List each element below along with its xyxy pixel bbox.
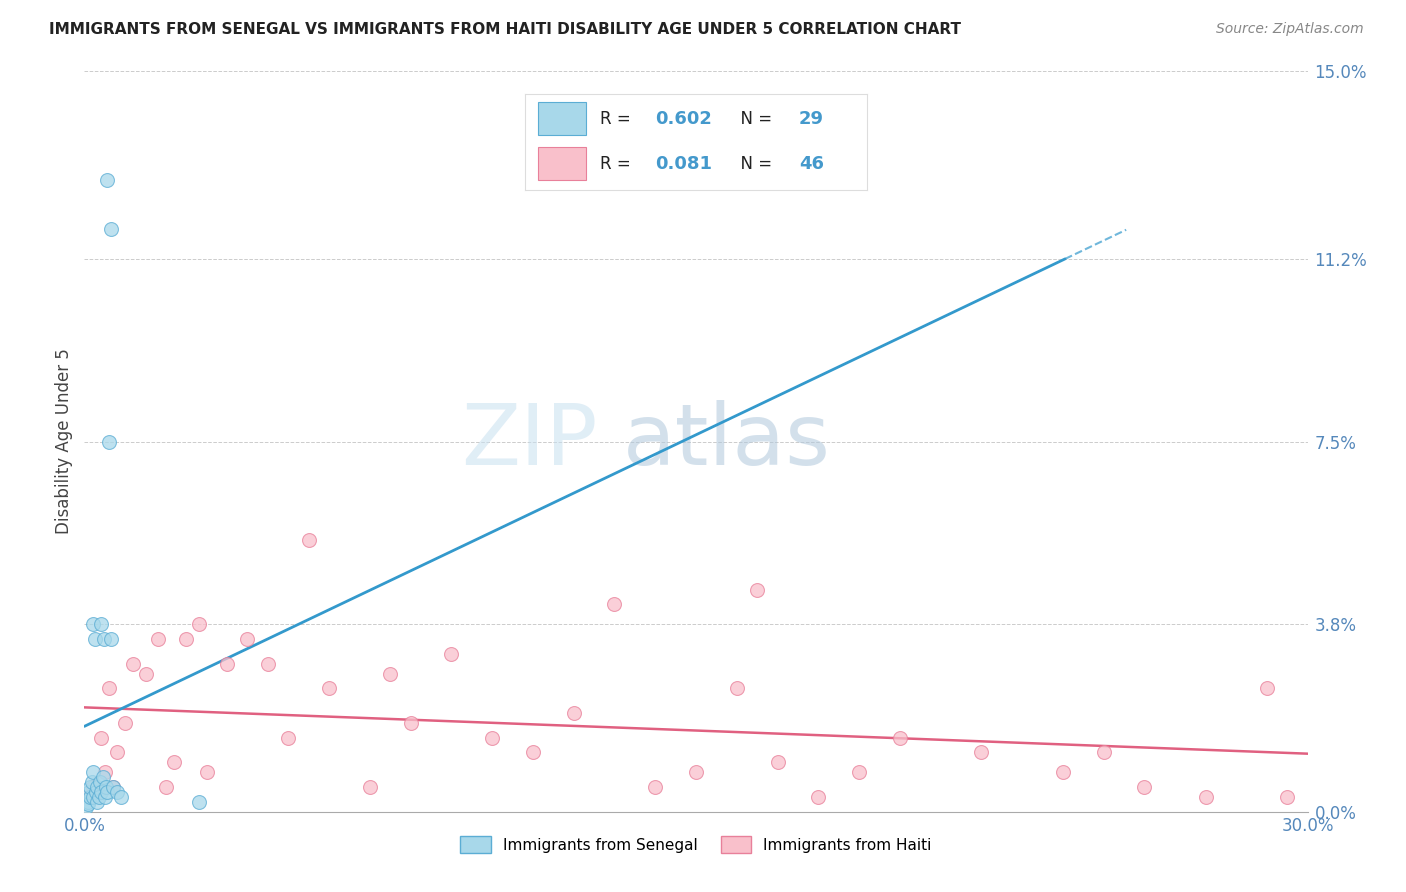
Point [79, 789, 101, 804]
Point [603, 598, 626, 612]
Point [77, 789, 100, 804]
Point [1133, 780, 1156, 794]
Point [100, 632, 122, 646]
Point [93, 789, 115, 804]
Point [86, 795, 108, 809]
Point [146, 632, 169, 646]
Point [163, 756, 186, 770]
Point [187, 617, 209, 632]
Point [236, 632, 259, 646]
Point [82, 765, 104, 780]
Point [217, 657, 239, 671]
Point [76, 795, 98, 809]
Point [93, 765, 115, 780]
Point [82, 789, 104, 804]
Point [91, 770, 114, 784]
Legend: Immigrants from Senegal, Immigrants from Haiti: Immigrants from Senegal, Immigrants from… [454, 830, 938, 860]
Point [644, 780, 666, 794]
Point [96, 785, 118, 799]
Y-axis label: Disability Age Under 5: Disability Age Under 5 [55, 349, 73, 534]
Point [84, 785, 107, 799]
Point [86, 780, 108, 794]
Point [766, 756, 789, 770]
Point [86, 785, 108, 799]
Point [187, 795, 209, 809]
Point [96, 173, 118, 187]
Point [75, 799, 97, 814]
Point [747, 582, 769, 597]
Point [94, 780, 117, 794]
Point [100, 222, 122, 236]
Text: Source: ZipAtlas.com: Source: ZipAtlas.com [1216, 22, 1364, 37]
Point [399, 715, 422, 730]
Point [87, 789, 110, 804]
Point [970, 746, 993, 760]
Point [522, 746, 544, 760]
Point [97, 681, 120, 696]
Point [110, 789, 132, 804]
Point [114, 715, 136, 730]
Point [725, 681, 748, 696]
Point [97, 434, 120, 449]
Point [80, 775, 103, 789]
Point [101, 780, 124, 794]
Point [82, 617, 104, 632]
Point [174, 632, 197, 646]
Point [298, 533, 321, 548]
Point [889, 731, 911, 745]
Point [685, 765, 707, 780]
Point [440, 647, 463, 661]
Point [481, 731, 503, 745]
Point [848, 765, 870, 780]
Point [90, 785, 112, 799]
Point [277, 731, 299, 745]
Point [83, 632, 105, 646]
Point [77, 797, 100, 812]
Text: ZIP: ZIP [461, 400, 598, 483]
Point [1092, 746, 1115, 760]
Point [90, 617, 112, 632]
Point [318, 681, 340, 696]
Point [257, 657, 280, 671]
Point [105, 785, 128, 799]
Point [1195, 789, 1218, 804]
Point [195, 765, 218, 780]
Point [1052, 765, 1074, 780]
Point [1256, 681, 1278, 696]
Point [807, 789, 830, 804]
Point [562, 706, 585, 720]
Point [93, 632, 115, 646]
Point [359, 780, 381, 794]
Point [105, 746, 128, 760]
Point [135, 666, 157, 681]
Point [90, 731, 112, 745]
Point [82, 780, 104, 794]
Point [79, 780, 101, 794]
Point [155, 780, 177, 794]
Point [122, 657, 145, 671]
Point [101, 780, 124, 794]
Point [89, 775, 111, 789]
Point [380, 666, 402, 681]
Point [1277, 789, 1299, 804]
Point [77, 785, 100, 799]
Text: IMMIGRANTS FROM SENEGAL VS IMMIGRANTS FROM HAITI DISABILITY AGE UNDER 5 CORRELAT: IMMIGRANTS FROM SENEGAL VS IMMIGRANTS FR… [49, 22, 962, 37]
Text: atlas: atlas [623, 400, 831, 483]
